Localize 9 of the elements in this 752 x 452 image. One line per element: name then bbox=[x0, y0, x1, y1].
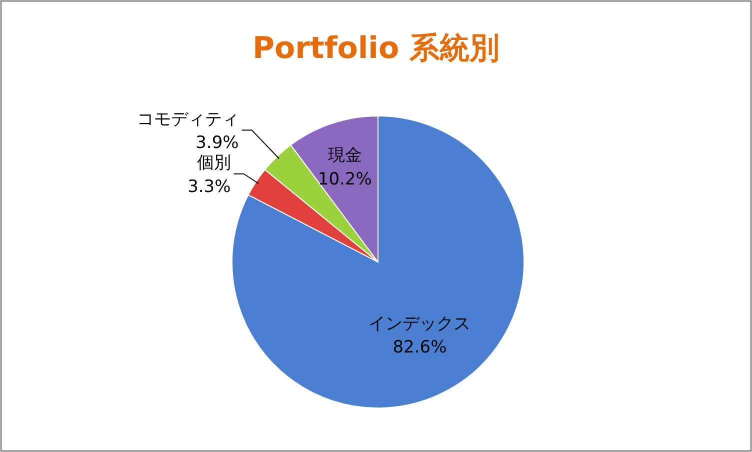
data-label: 10.2% bbox=[318, 169, 372, 190]
slice-label: コモディティ bbox=[136, 109, 239, 130]
data-label: 82.6% bbox=[392, 338, 447, 358]
data-label: 3.3% bbox=[188, 176, 231, 197]
slice-label: 個別 bbox=[196, 153, 231, 174]
slice-label: 現金 bbox=[328, 146, 362, 166]
data-label: 3.9% bbox=[196, 133, 239, 154]
slice-label: インデックス bbox=[368, 314, 471, 334]
chart-title: Portfolio 系統別 bbox=[252, 31, 500, 66]
